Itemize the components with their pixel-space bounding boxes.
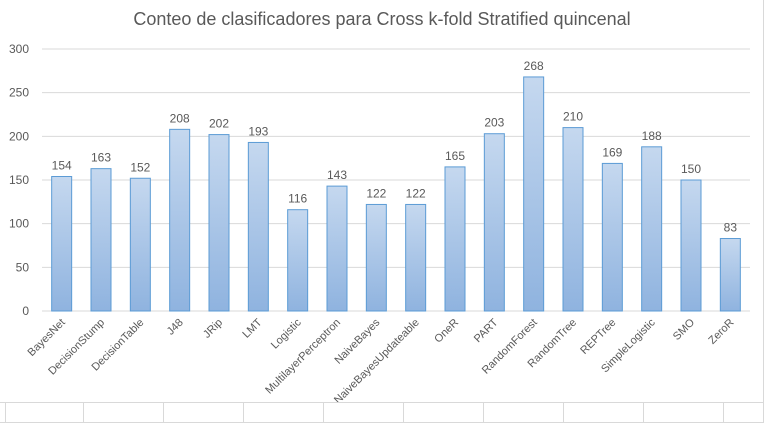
data-labels: 154 163 152 208 202 193 116 143 122 122 165 203 268 2… <box>52 59 738 235</box>
bar-naivebayes <box>365 203 387 312</box>
y-tick-label: 100 <box>9 217 29 231</box>
x-tick-label: J48 <box>165 317 186 338</box>
sheet-grid-row <box>0 402 764 423</box>
data-label: 210 <box>563 110 583 124</box>
bar-randomtree <box>562 127 584 312</box>
sheet-grid-line <box>83 403 84 423</box>
data-label: 122 <box>406 186 426 200</box>
chart-title: Conteo de clasificadores para Cross k-fo… <box>133 9 631 29</box>
x-tick-label: MultilayerPerceptron <box>263 317 343 397</box>
data-label: 150 <box>681 162 701 176</box>
data-label: 208 <box>170 111 190 125</box>
data-label: 169 <box>602 145 622 159</box>
bar-multilayerperceptron <box>326 185 348 312</box>
bar-j48 <box>169 128 191 312</box>
bar-logistic <box>287 209 309 312</box>
x-tick-label: REPTree <box>578 317 618 357</box>
data-label: 203 <box>484 116 504 130</box>
bar-decisionstump <box>90 168 112 312</box>
bar-chart: 0 50 100 150 200 250 300 154 163 152 208 202 193 116… <box>9 42 750 402</box>
data-label: 152 <box>130 160 150 174</box>
data-label: 268 <box>524 59 544 73</box>
bar-naivebayesupdateable <box>405 203 427 312</box>
bar-simplelogistic <box>641 146 663 312</box>
data-label: 154 <box>52 159 72 173</box>
x-tick-label: ZeroR <box>706 317 736 347</box>
x-tick-label: SMO <box>671 316 698 343</box>
y-tick-label: 50 <box>16 260 30 274</box>
sheet-grid-line <box>483 403 484 423</box>
bar-smo <box>680 179 702 312</box>
bar-zeror <box>719 238 741 312</box>
bar-bayesnet <box>51 176 73 312</box>
bar-part <box>483 133 505 312</box>
bar-randomforest <box>523 76 545 312</box>
x-tick-label: OneR <box>432 317 461 346</box>
data-label: 116 <box>288 192 307 206</box>
x-tick-label: JRip <box>201 317 225 341</box>
y-tick-label: 0 <box>22 304 29 318</box>
sheet-grid-line <box>643 403 644 423</box>
bar-jrip <box>208 134 230 312</box>
data-label: 122 <box>366 186 386 200</box>
sheet-grid-line <box>243 403 244 423</box>
bar-decisiontable <box>129 177 151 312</box>
bar-oner <box>444 166 466 312</box>
data-label: 163 <box>91 151 111 165</box>
y-tick-label: 300 <box>9 42 29 56</box>
data-label: 188 <box>642 129 662 143</box>
y-tick-label: 200 <box>9 129 29 143</box>
sheet-grid-line <box>403 403 404 423</box>
y-tick-label: 150 <box>9 173 29 187</box>
x-tick-label: Logistic <box>269 316 304 351</box>
data-label: 202 <box>209 117 229 131</box>
sheet-grid-line <box>5 403 6 423</box>
sheet-grid-line <box>323 403 324 423</box>
sheet-grid-line <box>723 403 724 423</box>
bar-reptree <box>601 162 623 312</box>
sheet-grid-line <box>563 403 564 423</box>
y-tick-label: 250 <box>9 86 29 100</box>
bars <box>51 76 741 312</box>
data-label: 143 <box>327 168 347 182</box>
x-tick-label: LMT <box>240 316 264 340</box>
gridlines <box>42 48 750 312</box>
bar-lmt <box>247 141 269 312</box>
data-label: 193 <box>248 124 268 138</box>
data-label: 83 <box>724 221 738 235</box>
x-tick-label: PART <box>472 316 501 345</box>
data-label: 165 <box>445 149 465 163</box>
sheet-grid-line <box>163 403 164 423</box>
y-axis-ticks: 0 50 100 150 200 250 300 <box>9 42 29 318</box>
